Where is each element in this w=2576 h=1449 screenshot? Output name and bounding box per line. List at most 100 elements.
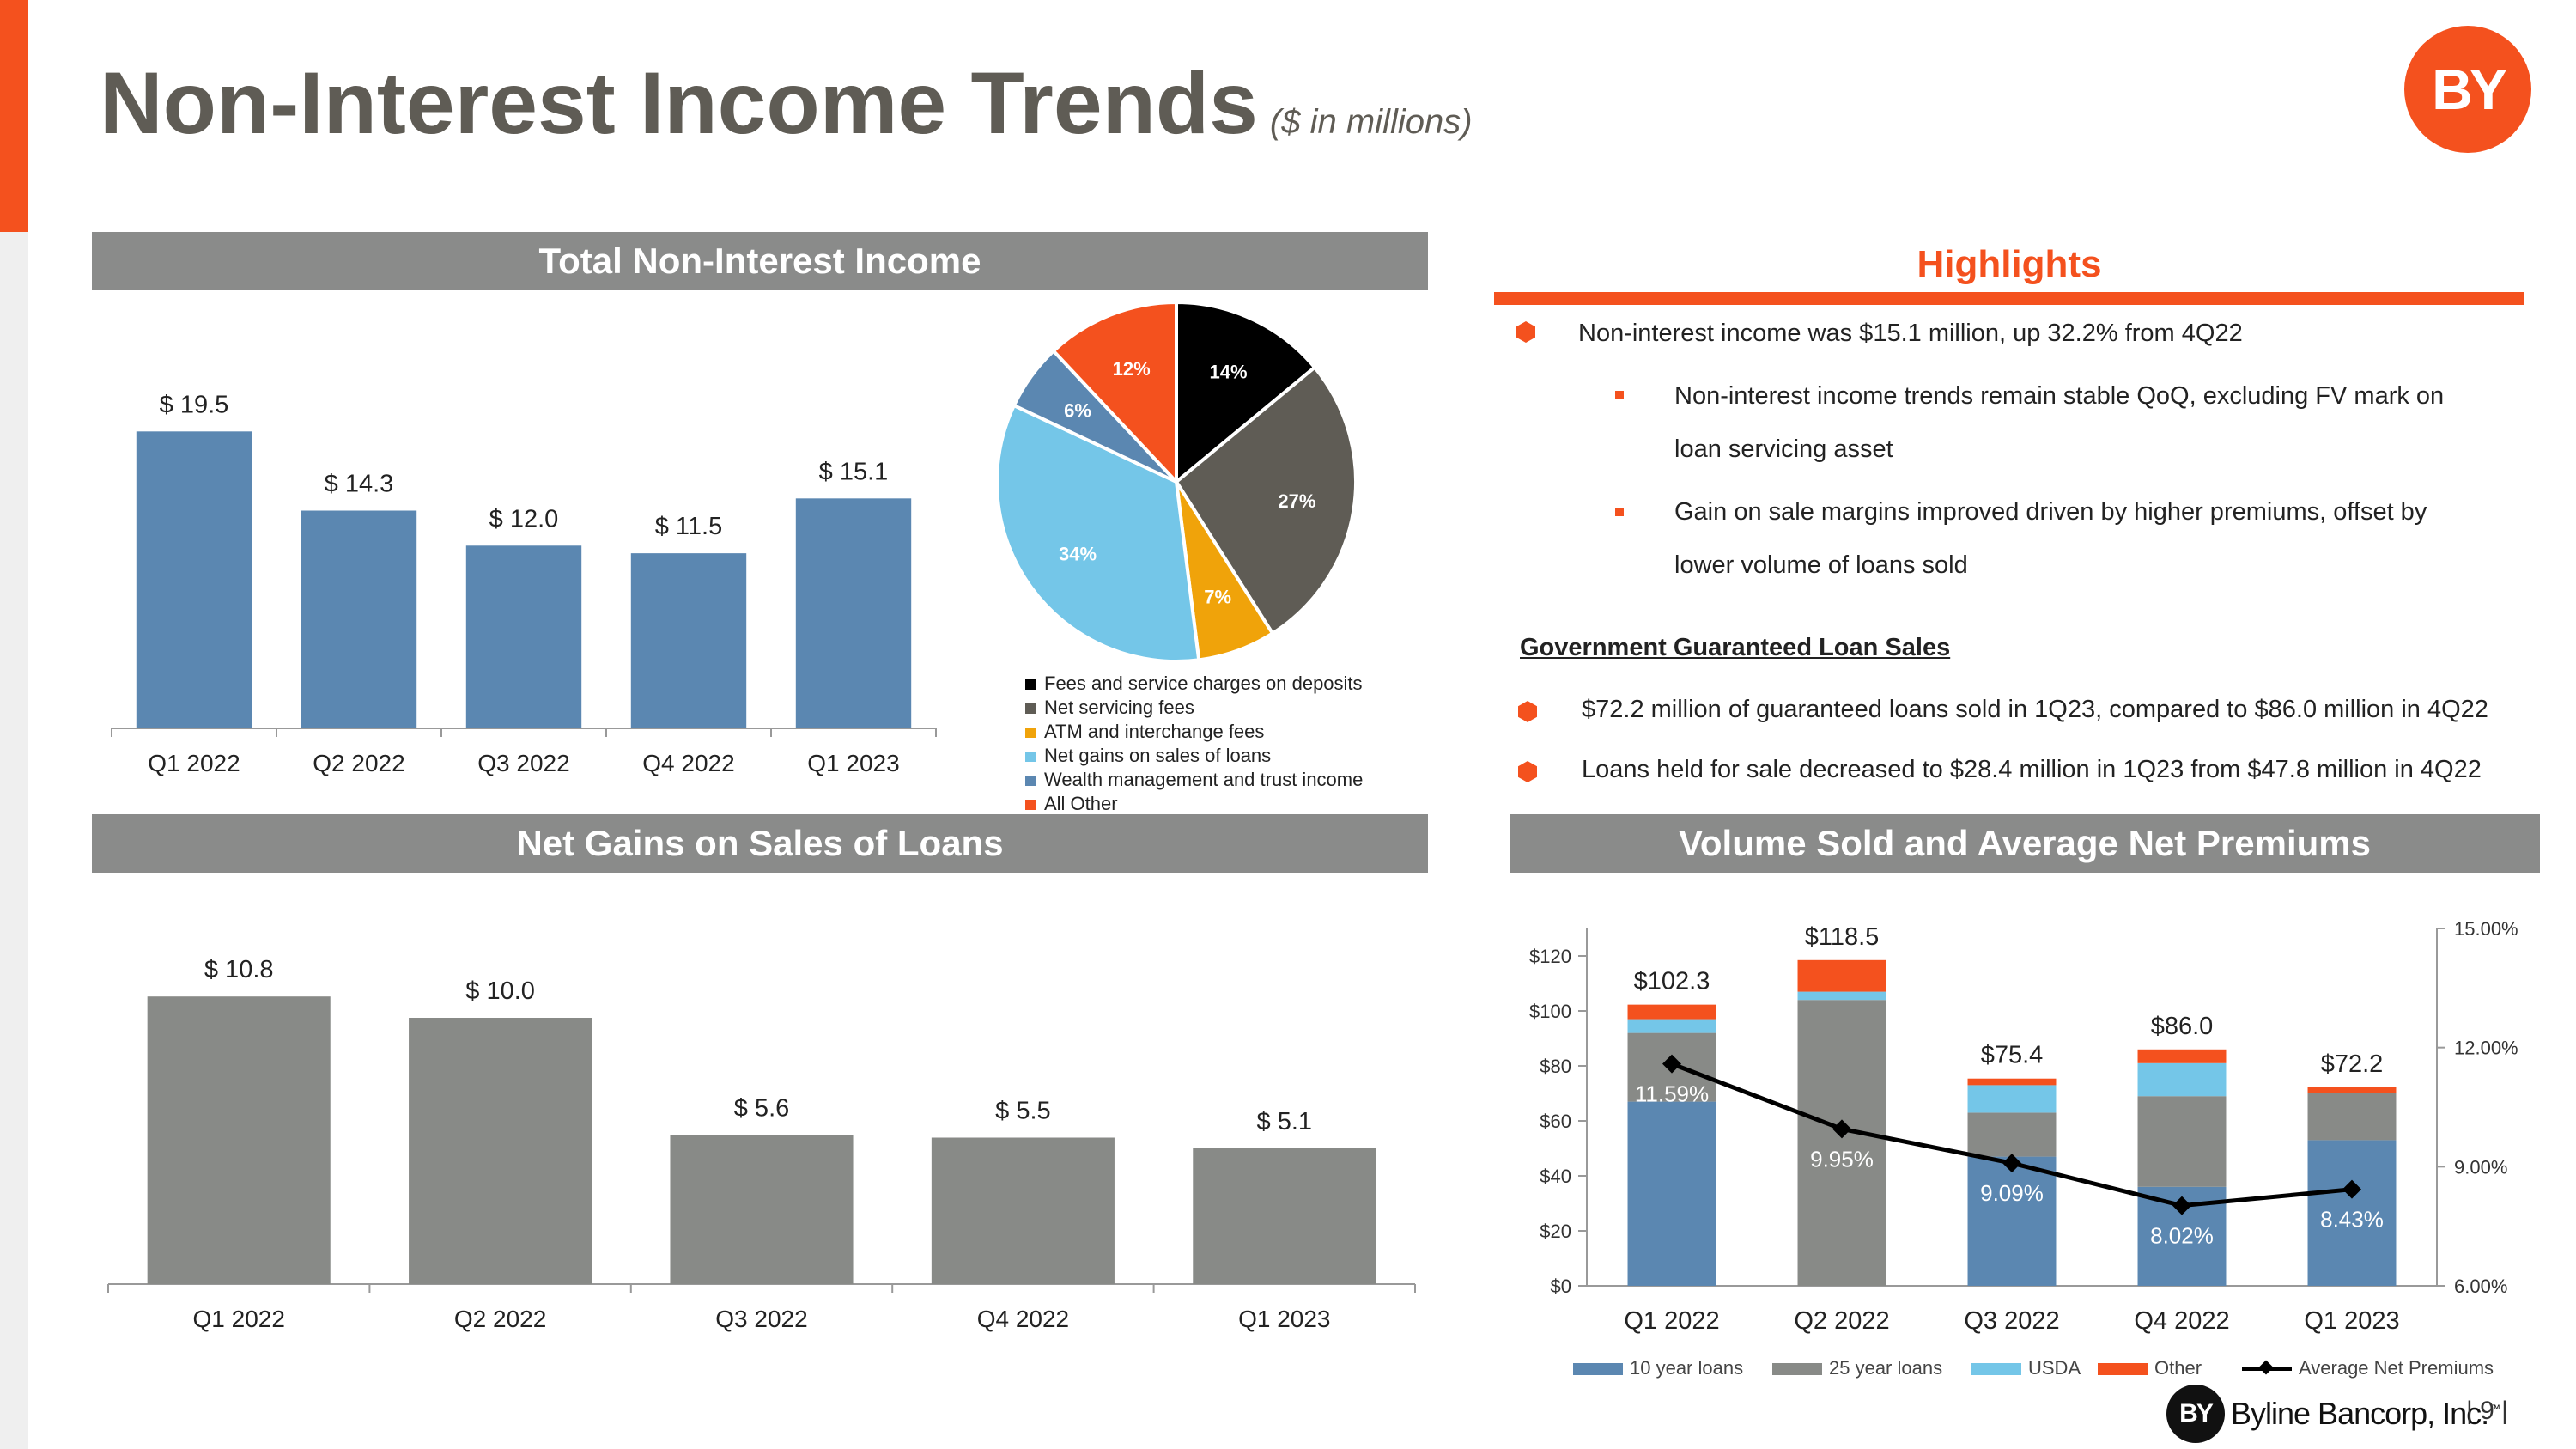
premium-label: 8.02% [2150,1223,2214,1249]
x-tick-label: Q4 2022 [2134,1307,2229,1335]
highlight-sub-bullet-cont: lower volume of loans sold [1674,551,1968,579]
legend-label: Fees and service charges on deposits [1044,673,1363,694]
panel-title-total: Total Non-Interest Income [92,232,1428,290]
stacked-bar-segment [1627,1004,1716,1020]
pie-slice-label: 27% [1278,490,1315,512]
y2-tick-label: 9.00% [2454,1156,2507,1178]
byline-logo: BY [2404,26,2531,153]
bar [136,431,252,728]
pie-legend-item: Net servicing fees [1025,697,1194,719]
legend-label: Wealth management and trust income [1044,769,1364,790]
x-tick-label: Q4 2022 [642,750,734,776]
bar [931,1137,1115,1284]
x-tick-label: Q4 2022 [977,1306,1069,1332]
bar [630,553,747,728]
stacked-bar-segment [2307,1087,2397,1093]
legend-swatch [1025,679,1036,691]
trademark: ™ [2488,1402,2500,1416]
legend-label: Average Net Premiums [2299,1357,2494,1379]
x-tick-label: Q2 2022 [313,750,404,776]
x-tick-label: Q3 2022 [715,1306,807,1332]
page-number-text: 9 [2480,1397,2494,1425]
gov-bullet: $72.2 million of guaranteed loans sold i… [1582,696,2488,723]
bar-data-label: $ 19.5 [160,391,229,418]
premium-label: 11.59% [1635,1081,1709,1107]
volume-legend-item: Average Net Premiums [2242,1357,2494,1379]
x-tick-label: Q1 2022 [1624,1307,1719,1335]
bar-total-label: $118.5 [1805,923,1880,951]
stacked-bar-segment [1967,1156,2057,1286]
panel-title-volume-text: Volume Sold and Average Net Premiums [1679,823,2371,863]
title-units: ($ in millions) [1269,103,1473,141]
page-number: | 9 | [2466,1397,2508,1425]
legend-label: Net gains on sales of loans [1044,745,1272,766]
bar-data-label: $ 14.3 [325,471,394,498]
legend-label: 25 year loans [1829,1357,1943,1379]
bar-data-label: $ 11.5 [655,513,722,540]
x-tick-label: Q1 2022 [192,1306,284,1332]
diamond-icon [2258,1360,2274,1375]
volume-legend-item: 25 year loans [1772,1357,1942,1379]
accent-bar [0,0,28,232]
legend-label: 10 year loans [1630,1357,1744,1379]
legend-swatch [1772,1363,1822,1376]
x-tick-label: Q1 2023 [807,750,899,776]
footer-company: Byline Bancorp, Inc.™ [2231,1396,2500,1432]
highlights-rule [1494,292,2524,305]
premium-marker [1662,1054,1681,1074]
legend-label: ATM and interchange fees [1044,721,1265,742]
gov-loans-heading: Government Guaranteed Loan Sales [1520,634,1951,661]
volume-legend-item: USDA [1971,1357,2081,1379]
bar-data-label: $ 12.0 [489,505,559,533]
y-tick-label: $80 [1540,1056,1571,1077]
x-tick-label: Q3 2022 [1964,1307,2059,1335]
volume-legend-item: Other [2098,1357,2202,1379]
bar-data-label: $ 15.1 [819,458,889,485]
y-tick-label: $40 [1540,1166,1571,1187]
pie-slice-label: 34% [1059,544,1097,565]
hexagon-bullet-icon [1516,321,1535,343]
stacked-bar-segment [2137,1062,2227,1097]
panel-title-net-gains-text: Net Gains on Sales of Loans [516,823,1004,863]
pie-slice-label: 7% [1204,587,1231,608]
y2-tick-label: 15.00% [2454,918,2518,940]
bar [301,510,417,728]
premium-label: 8.43% [2320,1207,2384,1233]
legend-swatch [1025,728,1036,739]
legend-swatch [1573,1363,1623,1376]
stacked-bar-segment [1797,1000,1886,1286]
hexagon-bullet-icon [1518,761,1537,782]
y-tick-label: $100 [1529,1001,1571,1022]
pie-slice-label: 14% [1209,361,1247,382]
square-bullet-icon [1615,391,1624,399]
pie-legend-item: Fees and service charges on deposits [1025,673,1363,695]
stacked-bar-segment [1627,1101,1716,1286]
panel-title-volume: Volume Sold and Average Net Premiums [1510,814,2540,873]
highlights-title-text: Highlights [1917,243,2102,285]
legend-label: All Other [1044,793,1118,814]
pie-slice [1051,300,1178,487]
legend-swatch [1025,800,1036,811]
bar-data-label: $ 5.6 [734,1094,790,1122]
y-tick-label: $0 [1551,1275,1571,1297]
premium-marker [1832,1119,1851,1139]
bar-data-label: $ 10.0 [465,977,535,1005]
legend-swatch [1971,1363,2021,1376]
y-tick-label: $20 [1540,1221,1571,1242]
bar [147,996,331,1284]
x-tick-label: Q2 2022 [454,1306,546,1332]
x-tick-label: Q2 2022 [1794,1307,1889,1335]
gov-bullet: Loans held for sale decreased to $28.4 m… [1582,756,2482,783]
bar-total-label: $102.3 [1634,968,1710,995]
pie-legend-item: ATM and interchange fees [1025,721,1264,743]
legend-swatch [2098,1363,2148,1376]
stacked-bar-segment [1627,1019,1716,1033]
pie-legend-item: Wealth management and trust income [1025,769,1363,791]
stacked-bar-segment [2137,1049,2227,1063]
highlights-title: Highlights [1494,239,2524,290]
stacked-bar-segment [2307,1093,2397,1141]
x-tick-label: Q1 2022 [148,750,240,776]
volume-legend-item: 10 year loans [1573,1357,1743,1379]
y-tick-label: $60 [1540,1111,1571,1132]
